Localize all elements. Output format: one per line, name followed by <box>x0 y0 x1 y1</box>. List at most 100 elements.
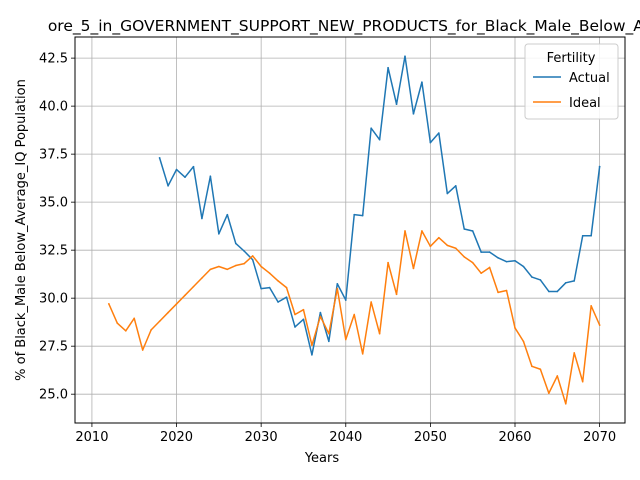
y-tick-label: 32.5 <box>39 244 68 259</box>
x-tick-label: 2030 <box>245 430 278 445</box>
data-point <box>336 282 339 285</box>
data-point <box>294 313 296 316</box>
data-point <box>598 324 601 326</box>
y-axis: 25.0 27.5 30.0 32.5 35.0 37.5 40.0 42.5 <box>39 52 75 403</box>
y-tick-label: 25.0 <box>39 388 68 403</box>
legend-label-ideal: Ideal <box>569 96 601 111</box>
data-point <box>226 268 229 271</box>
y-tick-label: 40.0 <box>39 100 68 115</box>
data-point <box>311 344 313 347</box>
data-point <box>353 213 356 216</box>
data-point <box>480 272 482 275</box>
data-point <box>243 262 246 265</box>
y-axis-title: % of Black_Male Below_Average_IQ Populat… <box>14 79 29 381</box>
data-point <box>184 176 186 178</box>
data-point <box>353 313 356 316</box>
data-point <box>556 375 559 377</box>
data-point <box>370 127 372 130</box>
legend-box <box>524 43 619 120</box>
data-point <box>328 340 330 343</box>
data-point <box>251 255 254 257</box>
data-point <box>260 265 262 268</box>
y-tick-label: 27.5 <box>39 340 68 355</box>
x-axis: 2010 2020 2030 2040 2050 2060 2070 <box>75 423 616 445</box>
data-point <box>514 259 516 262</box>
data-point <box>336 287 339 290</box>
data-point <box>564 282 567 284</box>
legend-entry-ideal: Ideal <box>533 96 601 111</box>
y-tick-label: 35.0 <box>39 196 68 211</box>
data-point <box>150 329 152 331</box>
data-point <box>463 256 466 258</box>
x-tick-label: 2040 <box>329 430 362 445</box>
data-point <box>556 290 559 293</box>
legend-label-actual: Actual <box>569 71 610 86</box>
data-point <box>488 251 491 253</box>
data-point <box>192 285 195 288</box>
data-point <box>294 326 296 328</box>
data-point <box>564 402 567 405</box>
data-point <box>522 340 525 343</box>
data-point <box>463 228 466 230</box>
data-point <box>243 250 246 252</box>
data-point <box>167 311 169 314</box>
data-point <box>514 327 516 329</box>
data-point <box>548 392 550 395</box>
data-point <box>328 332 330 335</box>
data-point <box>285 286 288 289</box>
data-point <box>505 289 508 292</box>
data-point <box>311 354 313 356</box>
data-point <box>260 287 262 290</box>
chart-title: ore_5_in_GOVERNMENT_SUPPORT_NEW_PRODUCTS… <box>48 17 640 36</box>
data-point <box>395 103 398 106</box>
data-point <box>201 217 203 220</box>
data-point <box>573 352 576 354</box>
data-point <box>251 258 254 261</box>
data-point <box>446 192 449 195</box>
data-point <box>539 368 542 371</box>
data-point <box>497 291 499 294</box>
data-point <box>184 294 186 297</box>
data-point <box>581 380 584 383</box>
x-axis-title: Years <box>304 451 340 466</box>
data-point <box>344 338 347 341</box>
data-point <box>471 230 474 232</box>
legend-title: Fertility <box>547 51 596 66</box>
data-point <box>412 267 415 270</box>
data-point <box>429 141 432 144</box>
data-point <box>421 230 423 232</box>
legend-entry-actual: Actual <box>533 71 610 86</box>
data-point <box>454 185 457 187</box>
data-point <box>234 264 237 267</box>
data-point <box>429 245 432 248</box>
data-point <box>108 303 110 305</box>
data-point <box>218 233 220 235</box>
data-point <box>404 55 406 58</box>
x-tick-label: 2050 <box>414 430 447 445</box>
data-point <box>548 290 550 293</box>
data-point <box>471 261 474 264</box>
series-points-ideal <box>108 230 601 405</box>
data-point <box>454 247 457 250</box>
data-point <box>226 213 229 216</box>
data-point <box>531 276 533 278</box>
plot-frame <box>74 36 626 424</box>
data-point <box>590 234 592 237</box>
y-tick-label: 42.5 <box>39 52 68 67</box>
data-point <box>319 311 322 314</box>
data-point <box>446 244 449 247</box>
data-point <box>158 320 161 323</box>
data-point <box>319 315 322 318</box>
data-point <box>370 301 372 303</box>
data-point <box>480 251 482 253</box>
x-tick-label: 2060 <box>498 430 531 445</box>
data-point <box>412 113 415 115</box>
data-point <box>116 322 119 324</box>
data-point <box>505 260 508 263</box>
y-tick-label: 37.5 <box>39 148 68 163</box>
series-layer <box>107 55 601 405</box>
data-point <box>285 296 288 299</box>
data-point <box>404 230 406 232</box>
data-point <box>361 214 364 217</box>
